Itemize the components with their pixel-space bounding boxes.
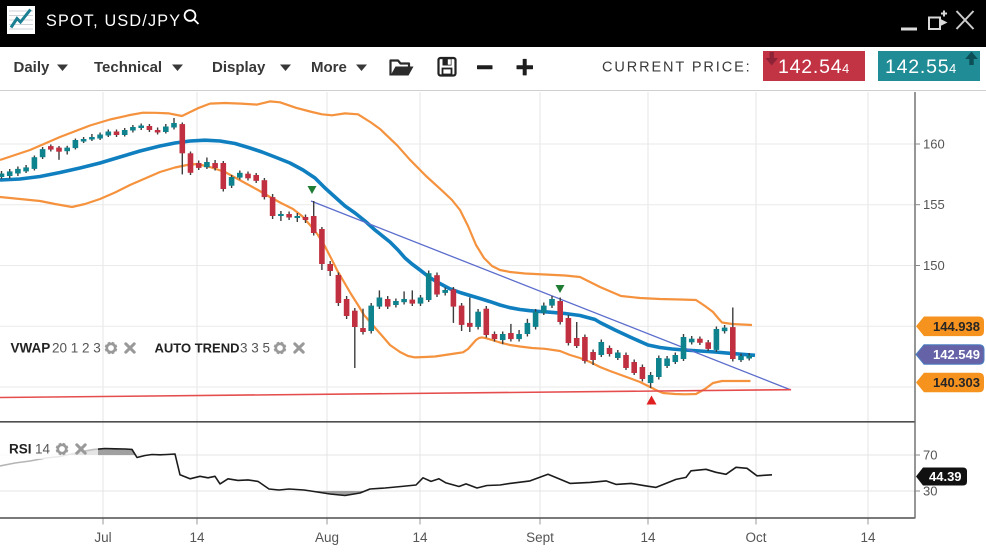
svg-text:Oct: Oct (745, 530, 766, 545)
svg-text:14: 14 (860, 530, 876, 545)
svg-text:4: 4 (842, 61, 849, 76)
svg-text:More: More (311, 59, 347, 76)
svg-text:VWAP: VWAP (11, 341, 51, 356)
svg-text:44.39: 44.39 (929, 469, 962, 484)
svg-text:Sept: Sept (526, 530, 554, 545)
svg-text:142.55: 142.55 (885, 56, 949, 78)
svg-text:160: 160 (923, 137, 945, 152)
svg-text:14: 14 (35, 442, 51, 457)
svg-text:142.54: 142.54 (778, 56, 842, 78)
svg-text:RSI: RSI (9, 442, 32, 457)
svg-text:Aug: Aug (315, 530, 339, 545)
svg-text:70: 70 (923, 448, 937, 463)
svg-text:Daily: Daily (14, 59, 51, 76)
svg-text:20 1 2 3: 20 1 2 3 (52, 341, 101, 356)
svg-text:Display: Display (212, 59, 266, 76)
svg-text:150: 150 (923, 258, 945, 273)
svg-text:140.303: 140.303 (933, 375, 980, 390)
svg-text:14: 14 (640, 530, 656, 545)
svg-text:AUTO TREND: AUTO TREND (155, 341, 240, 356)
svg-text:14: 14 (412, 530, 428, 545)
svg-text:4: 4 (949, 61, 956, 76)
svg-text:30: 30 (923, 484, 937, 499)
svg-text:CURRENT PRICE:: CURRENT PRICE: (602, 60, 752, 76)
svg-text:14: 14 (189, 530, 205, 545)
svg-text:155: 155 (923, 197, 945, 212)
svg-text:Technical: Technical (94, 59, 162, 76)
svg-text:142.549: 142.549 (933, 347, 980, 362)
svg-text:144.938: 144.938 (933, 319, 980, 334)
svg-text:Jul: Jul (94, 530, 111, 545)
svg-text:SPOT, USD/JPY: SPOT, USD/JPY (46, 12, 181, 30)
svg-text:3 3 5: 3 3 5 (240, 341, 270, 356)
